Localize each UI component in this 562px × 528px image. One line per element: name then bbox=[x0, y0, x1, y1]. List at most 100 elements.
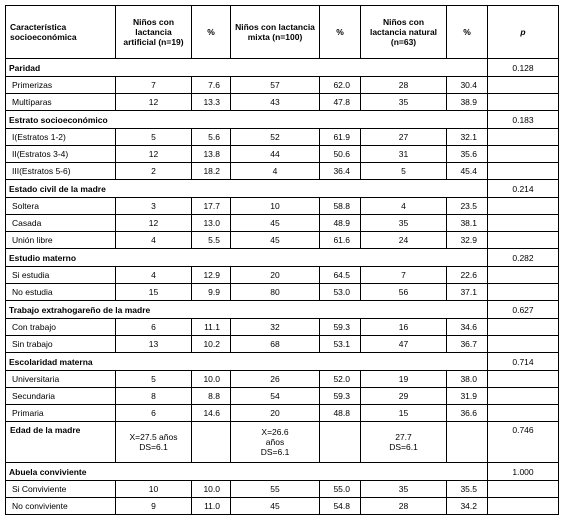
p-value: 0.214 bbox=[487, 179, 559, 198]
pct-mixed: 50.6 bbox=[319, 145, 361, 163]
age-artificial: X=27.5 años DS=6.1 bbox=[115, 421, 192, 463]
table-row: Universitaria 5 10.0 26 52.0 19 38.0 bbox=[5, 370, 559, 388]
count-natural: 4 bbox=[360, 197, 447, 215]
count-artificial: 12 bbox=[115, 93, 192, 111]
pct-natural: 37.1 bbox=[446, 283, 488, 301]
pct-mixed: 59.3 bbox=[319, 387, 361, 405]
count-artificial: 6 bbox=[115, 318, 192, 336]
section-row: Paridad 0.128 bbox=[5, 58, 559, 77]
pct-artificial: 11.0 bbox=[191, 497, 231, 515]
pct-artificial: 17.7 bbox=[191, 197, 231, 215]
pct-natural: 35.5 bbox=[446, 480, 488, 498]
count-mixed: 68 bbox=[230, 335, 320, 353]
pct-mixed: 58.8 bbox=[319, 197, 361, 215]
count-natural: 24 bbox=[360, 231, 447, 249]
p-value: 0.714 bbox=[487, 352, 559, 371]
pct-natural: 36.6 bbox=[446, 404, 488, 422]
count-mixed: 10 bbox=[230, 197, 320, 215]
row-label: No estudia bbox=[5, 283, 116, 301]
pct-natural: 31.9 bbox=[446, 387, 488, 405]
count-mixed: 80 bbox=[230, 283, 320, 301]
count-artificial: 12 bbox=[115, 214, 192, 232]
header-pct-artificial: % bbox=[191, 5, 231, 59]
pct-mixed: 36.4 bbox=[319, 162, 361, 180]
pct-natural: 45.4 bbox=[446, 162, 488, 180]
count-artificial: 8 bbox=[115, 387, 192, 405]
table-row: Si Conviviente 10 10.0 55 55.0 35 35.5 bbox=[5, 480, 559, 498]
pct-artificial: 14.6 bbox=[191, 404, 231, 422]
row-label: Primerizas bbox=[5, 76, 116, 94]
pct-mixed: 47.8 bbox=[319, 93, 361, 111]
pct-natural: 30.4 bbox=[446, 76, 488, 94]
pct-artificial: 7.6 bbox=[191, 76, 231, 94]
p-empty bbox=[487, 162, 559, 180]
section-title: Abuela conviviente bbox=[5, 462, 488, 481]
pct-natural: 32.1 bbox=[446, 128, 488, 146]
pct-natural: 35.6 bbox=[446, 145, 488, 163]
pct-natural: 38.0 bbox=[446, 370, 488, 388]
p-empty bbox=[487, 283, 559, 301]
header-pct-natural: % bbox=[446, 5, 488, 59]
table-row: Casada 12 13.0 45 48.9 35 38.1 bbox=[5, 214, 559, 232]
pct-artificial: 10.0 bbox=[191, 480, 231, 498]
pct-empty bbox=[191, 421, 231, 463]
pct-mixed: 61.6 bbox=[319, 231, 361, 249]
pct-artificial: 8.8 bbox=[191, 387, 231, 405]
row-label: I(Estratos 1-2) bbox=[5, 128, 116, 146]
count-artificial: 6 bbox=[115, 404, 192, 422]
table-row: Si estudia 4 12.9 20 64.5 7 22.6 bbox=[5, 266, 559, 284]
section-title: Trabajo extrahogareño de la madre bbox=[5, 300, 488, 319]
count-mixed: 4 bbox=[230, 162, 320, 180]
count-mixed: 54 bbox=[230, 387, 320, 405]
row-label: Si Conviviente bbox=[5, 480, 116, 498]
p-empty bbox=[487, 370, 559, 388]
count-natural: 29 bbox=[360, 387, 447, 405]
count-natural: 7 bbox=[360, 266, 447, 284]
section-title: Edad de la madre bbox=[5, 421, 116, 463]
pct-artificial: 13.8 bbox=[191, 145, 231, 163]
count-mixed: 45 bbox=[230, 497, 320, 515]
table-row: I(Estratos 1-2) 5 5.6 52 61.9 27 32.1 bbox=[5, 128, 559, 146]
header-row: Característica socioeconómica Niños con … bbox=[5, 5, 559, 59]
section-title: Paridad bbox=[5, 58, 488, 77]
pct-artificial: 11.1 bbox=[191, 318, 231, 336]
pct-empty bbox=[446, 421, 488, 463]
pct-natural: 23.5 bbox=[446, 197, 488, 215]
row-label: Casada bbox=[5, 214, 116, 232]
pct-mixed: 48.9 bbox=[319, 214, 361, 232]
count-mixed: 45 bbox=[230, 231, 320, 249]
count-mixed: 52 bbox=[230, 128, 320, 146]
row-label: III(Estratos 5-6) bbox=[5, 162, 116, 180]
pct-mixed: 53.1 bbox=[319, 335, 361, 353]
count-artificial: 4 bbox=[115, 266, 192, 284]
p-empty bbox=[487, 387, 559, 405]
p-empty bbox=[487, 318, 559, 336]
count-artificial: 4 bbox=[115, 231, 192, 249]
pct-mixed: 55.0 bbox=[319, 480, 361, 498]
row-label: No conviviente bbox=[5, 497, 116, 515]
header-mixed: Niños con lactancia mixta (n=100) bbox=[230, 5, 320, 59]
pct-mixed: 48.8 bbox=[319, 404, 361, 422]
table-row: II(Estratos 3-4) 12 13.8 44 50.6 31 35.6 bbox=[5, 145, 559, 163]
pct-mixed: 64.5 bbox=[319, 266, 361, 284]
section-row: Abuela conviviente 1.000 bbox=[5, 462, 559, 481]
count-natural: 5 bbox=[360, 162, 447, 180]
count-artificial: 3 bbox=[115, 197, 192, 215]
p-empty bbox=[487, 231, 559, 249]
count-natural: 15 bbox=[360, 404, 447, 422]
count-artificial: 2 bbox=[115, 162, 192, 180]
section-row: Trabajo extrahogareño de la madre 0.627 bbox=[5, 300, 559, 319]
header-natural: Niños con lactancia natural (n=63) bbox=[360, 5, 447, 59]
section-title: Escolaridad materna bbox=[5, 352, 488, 371]
row-label: Si estudia bbox=[5, 266, 116, 284]
row-label: Sin trabajo bbox=[5, 335, 116, 353]
section-title: Estudio materno bbox=[5, 248, 488, 267]
count-natural: 31 bbox=[360, 145, 447, 163]
header-pct-mixed: % bbox=[319, 5, 361, 59]
table-row: Unión libre 4 5.5 45 61.6 24 32.9 bbox=[5, 231, 559, 249]
p-empty bbox=[487, 404, 559, 422]
count-artificial: 9 bbox=[115, 497, 192, 515]
table-row: Primaria 6 14.6 20 48.8 15 36.6 bbox=[5, 404, 559, 422]
age-mixed: X=26.6 años DS=6.1 bbox=[230, 421, 320, 463]
count-mixed: 26 bbox=[230, 370, 320, 388]
